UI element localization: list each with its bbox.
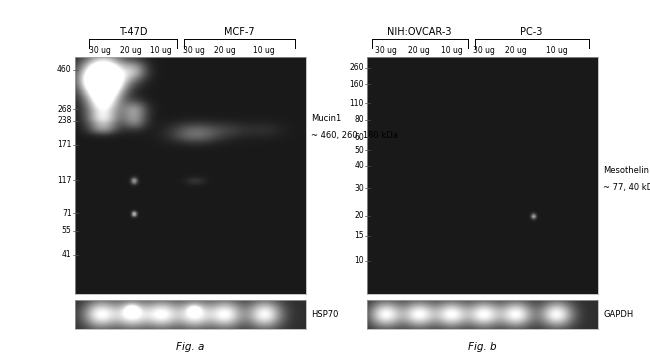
Text: HSP70: HSP70 xyxy=(311,310,338,319)
Text: Fig. a: Fig. a xyxy=(176,342,204,352)
Text: 30 ug: 30 ug xyxy=(89,46,111,55)
Text: 10: 10 xyxy=(354,256,364,265)
Text: 30 ug: 30 ug xyxy=(473,46,495,55)
Text: Fig. b: Fig. b xyxy=(468,342,497,352)
Text: 50: 50 xyxy=(354,146,364,155)
Text: 20: 20 xyxy=(354,211,364,220)
Text: 20 ug: 20 ug xyxy=(214,46,235,55)
Text: PC-3: PC-3 xyxy=(521,27,543,37)
Text: 117: 117 xyxy=(57,176,72,184)
Text: T-47D: T-47D xyxy=(119,27,148,37)
Text: 41: 41 xyxy=(62,250,72,259)
Text: 268: 268 xyxy=(57,105,72,114)
Text: 71: 71 xyxy=(62,209,72,218)
Text: 10 ug: 10 ug xyxy=(150,46,172,55)
Text: 80: 80 xyxy=(354,115,364,124)
Text: 20 ug: 20 ug xyxy=(120,46,142,55)
Text: 460: 460 xyxy=(57,66,72,74)
Text: 10 ug: 10 ug xyxy=(441,46,462,55)
Text: 10 ug: 10 ug xyxy=(545,46,567,55)
Text: Mesothelin: Mesothelin xyxy=(603,166,649,175)
Text: 260: 260 xyxy=(350,63,364,72)
Text: NIH:OVCAR-3: NIH:OVCAR-3 xyxy=(387,27,452,37)
Text: 160: 160 xyxy=(350,80,364,89)
Text: 30 ug: 30 ug xyxy=(375,46,396,55)
Text: 10 ug: 10 ug xyxy=(253,46,275,55)
Text: ~ 77, 40 kDa: ~ 77, 40 kDa xyxy=(603,183,650,192)
Text: 55: 55 xyxy=(62,226,72,235)
Text: 30 ug: 30 ug xyxy=(183,46,205,55)
Text: 30: 30 xyxy=(354,184,364,193)
Text: 15: 15 xyxy=(354,231,364,240)
Text: 110: 110 xyxy=(350,99,364,108)
Text: Mucin1: Mucin1 xyxy=(311,114,341,123)
Text: 40: 40 xyxy=(354,161,364,171)
Text: 171: 171 xyxy=(57,140,72,149)
Text: 60: 60 xyxy=(354,133,364,142)
Text: 20 ug: 20 ug xyxy=(505,46,527,55)
Text: ~ 460, 260, 180 kDa: ~ 460, 260, 180 kDa xyxy=(311,131,398,140)
Text: GAPDH: GAPDH xyxy=(603,310,634,319)
Text: 238: 238 xyxy=(57,116,72,125)
Text: MCF-7: MCF-7 xyxy=(224,27,255,37)
Text: 20 ug: 20 ug xyxy=(408,46,430,55)
